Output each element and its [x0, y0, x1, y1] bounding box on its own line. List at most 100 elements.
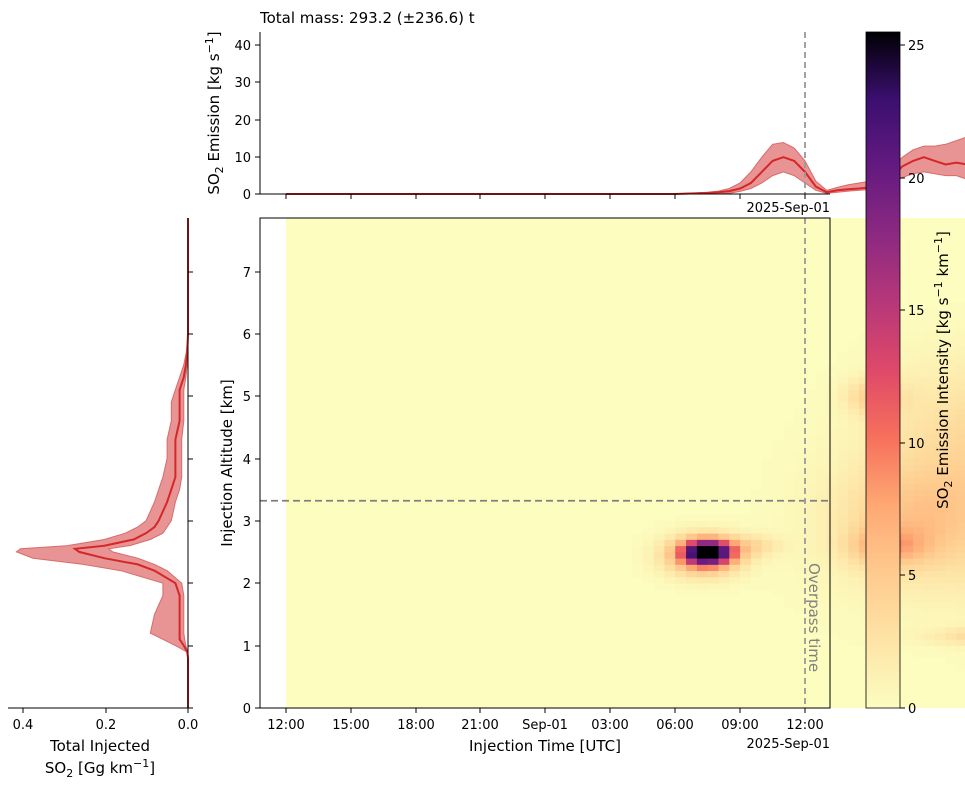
heatmap-cell [837, 601, 849, 609]
cb-label-end: ] [934, 231, 952, 237]
heatmap-cell [740, 551, 752, 559]
heatmap-cell [945, 495, 957, 503]
heatmap-cell [837, 502, 849, 509]
heatmap-cell [945, 545, 957, 553]
heatmap-cell [653, 551, 665, 559]
heatmap-cell [761, 539, 773, 547]
heatmap-cell [826, 589, 838, 597]
heatmap-cell [653, 545, 665, 553]
heatmap-cell [934, 570, 946, 578]
main-x-tick-label: 12:00 [786, 718, 823, 733]
heatmap-cell [750, 495, 763, 503]
heatmap-cell [826, 626, 838, 634]
heatmap-cell [826, 545, 838, 553]
heatmap-cell [653, 570, 665, 578]
heatmap-cell [848, 439, 860, 447]
heatmap-cell [794, 608, 806, 615]
heatmap-cell [805, 433, 817, 440]
heatmap-cell [945, 520, 957, 528]
heatmap-cell [750, 576, 763, 584]
heatmap-cell [859, 408, 871, 416]
heatmap-cell [664, 539, 676, 547]
heatmap-cell [805, 420, 817, 428]
heatmap-cell [805, 614, 817, 622]
heatmap-cell [913, 420, 925, 428]
heatmap-cell [718, 533, 730, 540]
heatmap-cell [902, 495, 914, 503]
heatmap-cell [761, 464, 773, 472]
heatmap-cell [902, 433, 914, 440]
heatmap-cell [837, 439, 849, 447]
heatmap-cell [783, 464, 795, 472]
heatmap-cell [945, 533, 957, 540]
heatmap-cell [859, 620, 871, 628]
heatmap-cell [945, 445, 957, 453]
heatmap-cell [750, 489, 763, 497]
heatmap-cell [913, 520, 925, 528]
heatmap-cell [707, 545, 719, 553]
heatmap-cell [837, 595, 849, 603]
heatmap-cell [718, 545, 730, 553]
heatmap-cell [815, 445, 828, 453]
heatmap-cell [826, 601, 838, 609]
heatmap-cell [805, 464, 817, 472]
heatmap-cell [740, 564, 752, 572]
heatmap-cell [956, 639, 965, 646]
heatmap-cell [923, 320, 936, 328]
heatmap-cell [956, 377, 965, 384]
heatmap-cell [642, 564, 655, 572]
main-x-tick-label: 15:00 [332, 718, 369, 733]
heatmap-cell [729, 576, 741, 584]
heatmap-cell [945, 345, 957, 353]
heatmap-cell [848, 558, 860, 565]
heatmap-cell [934, 551, 946, 559]
heatmap-cell [913, 595, 925, 603]
heatmap-cell [902, 608, 914, 615]
heatmap-cell [686, 545, 698, 553]
heatmap-cell [848, 402, 860, 409]
heatmap-cell [686, 539, 698, 547]
heatmap-cell [945, 339, 957, 347]
top-line-layer [286, 156, 965, 195]
heatmap-cell [653, 526, 665, 534]
heatmap-cell [675, 539, 687, 547]
heatmap-cell [837, 514, 849, 522]
heatmap-cell [945, 414, 957, 422]
heatmap-cell [837, 433, 849, 440]
heatmap-cell [934, 308, 946, 316]
heatmap-cell [783, 489, 795, 497]
heatmap-cell [934, 339, 946, 347]
heatmap-cell [783, 526, 795, 534]
heatmap-cell [859, 395, 871, 403]
heatmap-cell [902, 483, 914, 490]
heatmap-cell [772, 551, 784, 559]
heatmap-cell [934, 377, 946, 384]
heatmap-cell [783, 564, 795, 572]
heatmap-cell [707, 576, 719, 584]
heatmap-cell [859, 402, 871, 409]
heatmap-cell [837, 377, 849, 384]
heatmap-cell [902, 345, 914, 353]
heatmap-cell [902, 595, 914, 603]
heatmap-cell [729, 539, 741, 547]
heatmap-cell [956, 414, 965, 422]
heatmap-cell [945, 539, 957, 547]
heatmap-cell [815, 470, 828, 478]
heatmap-cell [945, 395, 957, 403]
heatmap-cell [923, 402, 936, 409]
heatmap-cell [923, 470, 936, 478]
heatmap-cell [923, 383, 936, 391]
heatmap-cell [913, 377, 925, 384]
heatmap-cell [761, 495, 773, 503]
heatmap-cell [934, 470, 946, 478]
heatmap-cell [805, 595, 817, 603]
heatmap-cell [837, 558, 849, 565]
heatmap-cell [848, 502, 860, 509]
heatmap-cell [815, 558, 828, 565]
heatmap-cell [859, 502, 871, 509]
heatmap-cell [848, 633, 860, 640]
heatmap-cell [934, 620, 946, 628]
main-x-ticks: 12:00 15:00 18:00 21:00 Sep-01 03:00 06:… [267, 708, 824, 733]
heatmap-cell [848, 508, 860, 515]
heatmap-cell [902, 564, 914, 572]
